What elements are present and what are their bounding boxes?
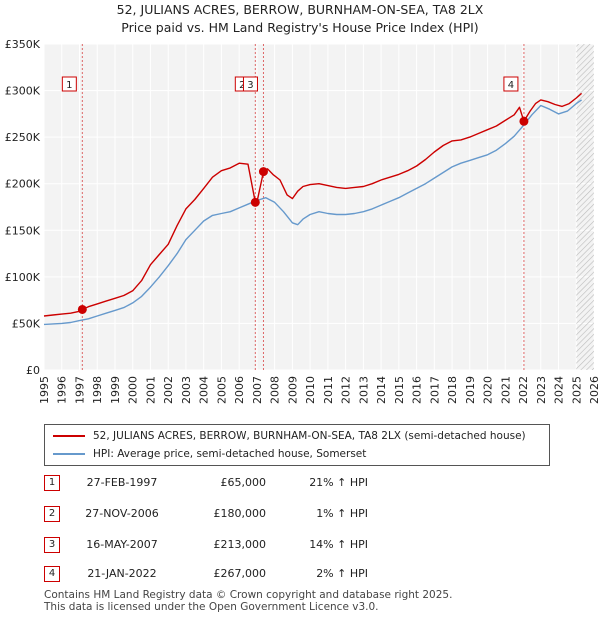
sale-chart-label: 3 xyxy=(242,76,258,92)
sale-price: £267,000 xyxy=(213,567,267,580)
y-tick-label: £150K xyxy=(5,224,41,237)
x-tick-label: 2017 xyxy=(428,376,441,404)
sale-label-text: 2 xyxy=(239,80,245,91)
x-tick-label: 2022 xyxy=(517,376,530,404)
footer-copyright: Contains HM Land Registry data © Crown c… xyxy=(44,589,453,601)
sale-price: £213,000 xyxy=(213,538,267,551)
x-tick-label: 2009 xyxy=(286,376,299,404)
x-tick-label: 2026 xyxy=(588,376,600,404)
y-tick-label: £100K xyxy=(5,271,41,284)
price-chart: £0 £50K £100K £150K £200K £250K £300K £350K 1995… xyxy=(5,38,600,404)
x-tick-label: 2025 xyxy=(570,376,583,404)
sale-marker-badge: 1 xyxy=(44,475,60,491)
sale-point xyxy=(258,167,268,177)
chart-title-line2: Price paid vs. HM Land Registry's House … xyxy=(121,20,479,35)
x-tick-label: 1998 xyxy=(91,376,104,404)
sale-point xyxy=(77,304,87,314)
footer-licence: This data is licensed under the Open Gov… xyxy=(44,601,379,613)
chart-legend: 52, JULIANS ACRES, BERROW, BURNHAM-ON-SE… xyxy=(44,424,550,466)
sale-hpi-change: 2% ↑ HPI xyxy=(316,567,368,580)
x-tick-label: 1995 xyxy=(38,376,51,404)
sale-label-box xyxy=(242,76,258,92)
sale-date: 27-FEB-1997 xyxy=(86,476,158,489)
legend-item-property: 52, JULIANS ACRES, BERROW, BURNHAM-ON-SE… xyxy=(53,428,526,444)
y-tick-label: £50K xyxy=(12,317,41,330)
x-tick-label: 2016 xyxy=(411,376,424,404)
sale-label-text: 4 xyxy=(508,80,514,91)
x-tick-label: 2001 xyxy=(144,376,157,404)
x-tick-label: 2015 xyxy=(393,376,406,404)
sale-label-box xyxy=(61,76,77,92)
sale-price: £65,000 xyxy=(220,476,267,489)
sale-label-text: 1 xyxy=(66,80,72,91)
legend-label-hpi: HPI: Average price, semi-detached house,… xyxy=(93,448,367,460)
x-tick-label: 2003 xyxy=(180,376,193,404)
x-tick-label: 2008 xyxy=(269,376,282,404)
sale-hpi-change: 1% ↑ HPI xyxy=(316,507,368,520)
sale-point xyxy=(250,197,260,207)
legend-item-hpi: HPI: Average price, semi-detached house,… xyxy=(53,446,366,462)
series-line-property xyxy=(43,92,583,317)
x-tick-label: 1997 xyxy=(73,376,86,404)
x-tick-label: 2013 xyxy=(357,376,370,404)
legend-swatch-property xyxy=(53,435,85,437)
y-tick-label: £0 xyxy=(26,364,40,377)
x-tick-label: 2024 xyxy=(553,376,566,404)
x-tick-label: 1999 xyxy=(109,376,122,404)
x-tick-label: 2020 xyxy=(482,376,495,404)
legend-label-property: 52, JULIANS ACRES, BERROW, BURNHAM-ON-SE… xyxy=(93,430,526,442)
sale-marker-badge: 3 xyxy=(44,537,60,553)
x-tick-label: 2019 xyxy=(464,376,477,404)
x-tick-label: 2004 xyxy=(198,376,211,404)
y-tick-label: £200K xyxy=(5,178,41,191)
sale-hpi-change: 21% ↑ HPI xyxy=(309,476,368,489)
x-tick-label: 1996 xyxy=(56,376,69,404)
sale-point xyxy=(519,116,529,126)
sale-marker-badge: 4 xyxy=(44,566,60,582)
x-tick-label: 2005 xyxy=(215,376,228,404)
x-tick-label: 2021 xyxy=(499,376,512,404)
x-tick-label: 2010 xyxy=(304,376,317,404)
sale-marker-badge: 2 xyxy=(44,506,60,522)
x-tick-label: 2018 xyxy=(446,376,459,404)
forecast-hatch-region xyxy=(576,44,594,370)
x-tick-label: 2012 xyxy=(340,376,353,404)
series-line-hpi xyxy=(43,99,583,326)
x-tick-label: 2002 xyxy=(162,376,175,404)
sale-hpi-change: 14% ↑ HPI xyxy=(309,538,368,551)
sale-date: 21-JAN-2022 xyxy=(87,567,157,580)
sale-chart-label: 1 xyxy=(61,76,77,92)
x-tick-label: 2014 xyxy=(375,376,388,404)
x-tick-label: 2023 xyxy=(535,376,548,404)
sale-price: £180,000 xyxy=(213,507,267,520)
legend-swatch-hpi xyxy=(53,453,85,455)
x-tick-label: 2000 xyxy=(127,376,140,404)
plot-area xyxy=(44,44,594,370)
x-tick-label: 2006 xyxy=(233,376,246,404)
sale-label-box xyxy=(503,76,519,92)
sale-date: 27-NOV-2006 xyxy=(85,507,159,520)
sale-chart-label: 4 xyxy=(503,76,519,92)
x-tick-label: 2007 xyxy=(251,376,264,404)
sale-label-text: 3 xyxy=(247,80,253,91)
y-tick-label: £350K xyxy=(5,38,41,51)
chart-title-line1: 52, JULIANS ACRES, BERROW, BURNHAM-ON-SE… xyxy=(116,2,484,17)
sale-date: 16-MAY-2007 xyxy=(86,538,158,551)
y-tick-label: £250K xyxy=(5,131,41,144)
y-tick-label: £300K xyxy=(5,85,41,98)
x-tick-label: 2011 xyxy=(322,376,335,404)
